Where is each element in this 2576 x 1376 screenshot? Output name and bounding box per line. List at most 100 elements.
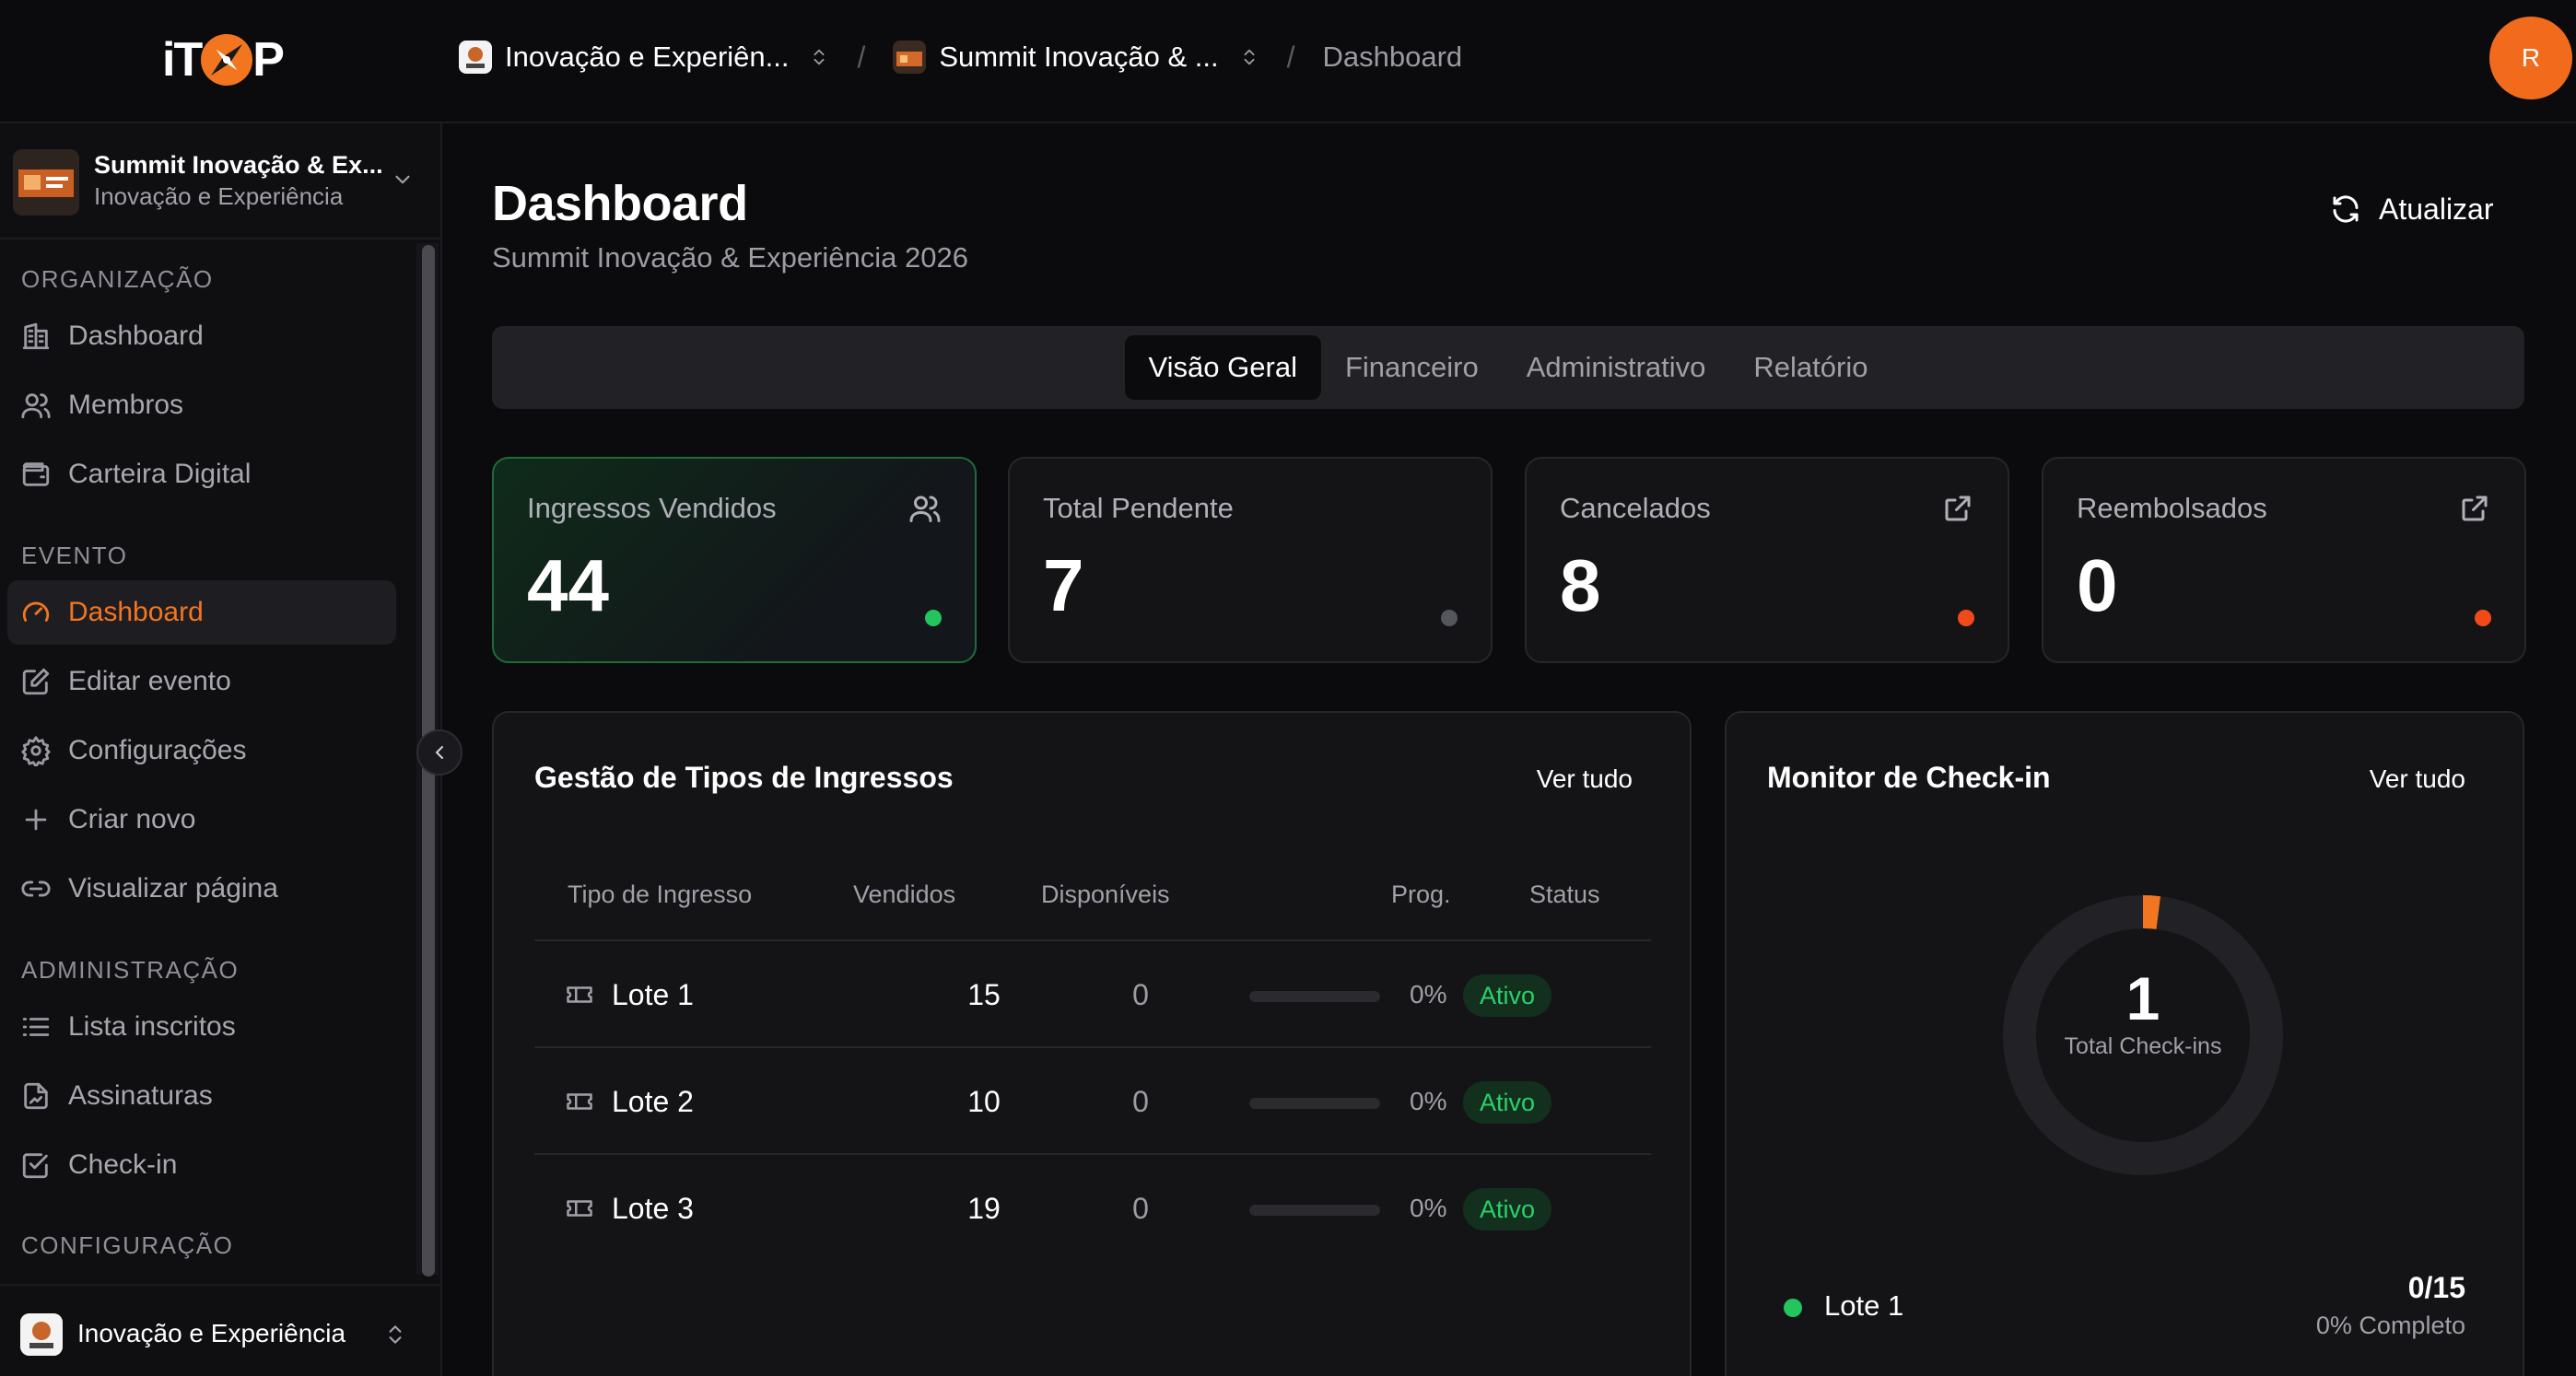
- user-avatar[interactable]: R: [2489, 17, 2572, 99]
- checkin-item-name: Lote 1: [1824, 1289, 1904, 1322]
- sidebar-item-membros[interactable]: Membros: [7, 373, 396, 437]
- event-switcher-title: Summit Inovação & Ex...: [94, 151, 383, 179]
- refresh-button-label: Atualizar: [2379, 192, 2494, 226]
- kpi-status-dot: [925, 610, 942, 626]
- sidebar-item-label: Carteira Digital: [68, 459, 252, 489]
- nav-section-evento: EVENTO: [21, 542, 128, 569]
- external-link-icon[interactable]: [2458, 492, 2491, 525]
- chevron-left-icon: [436, 746, 443, 759]
- tab-visao-geral[interactable]: Visão Geral: [1124, 335, 1321, 400]
- tab-relatorio[interactable]: Relatório: [1753, 351, 1868, 383]
- ticket-progress-label: 0%: [1410, 1087, 1447, 1115]
- signature-icon: [24, 1082, 48, 1110]
- sidebar-item-criar-novo[interactable]: Criar novo: [7, 787, 396, 852]
- breadcrumb-organization[interactable]: Inovação e Experiên...: [459, 41, 829, 74]
- ticket-sold: 19: [967, 1192, 1001, 1225]
- sidebar-item-event-dashboard[interactable]: Dashboard: [7, 580, 396, 645]
- ticket-sold: 15: [967, 978, 1001, 1011]
- logo[interactable]: iT P: [162, 31, 285, 88]
- breadcrumb-separator: /: [1286, 40, 1295, 74]
- ticket-progress-bar: [1249, 1098, 1380, 1109]
- tab-financeiro[interactable]: Financeiro: [1344, 351, 1479, 383]
- kpi-value: 7: [1043, 544, 1084, 626]
- sidebar-item-label: Membros: [68, 390, 184, 420]
- logo-text-left: iT: [162, 33, 203, 87]
- status-badge: Ativo: [1463, 1081, 1552, 1124]
- building-icon: [22, 322, 50, 350]
- kpi-card-cancelados[interactable]: Cancelados 8: [1525, 457, 2009, 663]
- status-badge: Ativo: [1463, 974, 1552, 1017]
- kpi-card-total-pendente: Total Pendente 7: [1008, 457, 1493, 663]
- nav-section-organizacao: ORGANIZAÇÃO: [21, 265, 214, 293]
- ticket-types-view-all-link[interactable]: Ver tudo: [1536, 764, 1633, 793]
- event-switcher[interactable]: Summit Inovação & Ex... Inovação e Exper…: [0, 123, 440, 239]
- tab-administrativo[interactable]: Administrativo: [1526, 351, 1706, 383]
- organization-name: Inovação e Experiência: [77, 1319, 346, 1347]
- sidebar-item-editar-evento[interactable]: Editar evento: [7, 649, 396, 714]
- external-link-icon[interactable]: [1941, 492, 1974, 525]
- sidebar-item-visualizar-pagina[interactable]: Visualizar página: [7, 857, 396, 921]
- sidebar-item-carteira-digital[interactable]: Carteira Digital: [7, 442, 396, 507]
- kpi-status-dot: [2475, 610, 2491, 626]
- sidebar-item-label: Lista inscritos: [68, 1011, 236, 1042]
- users-icon: [909, 496, 941, 522]
- ticket-name: Lote 3: [612, 1192, 694, 1225]
- ticket-table-header: [534, 868, 1651, 941]
- sidebar-item-label: Check-in: [68, 1149, 178, 1180]
- organization-switcher[interactable]: Inovação e Experiência: [0, 1284, 440, 1376]
- kpi-label: Reembolsados: [2077, 492, 2267, 524]
- column-header-disponiveis[interactable]: Disponíveis: [1041, 880, 1170, 908]
- table-row[interactable]: Lote 3 19 0 0% Ativo: [534, 1155, 1651, 1262]
- ticket-icon: [567, 986, 592, 1003]
- edit-icon: [22, 668, 50, 695]
- column-header-tipo[interactable]: Tipo de Ingresso: [568, 880, 753, 908]
- chevron-down-icon: [395, 175, 410, 184]
- ticket-available: 0: [1132, 978, 1149, 1011]
- link-icon: [21, 880, 51, 897]
- column-header-status[interactable]: Status: [1529, 880, 1600, 908]
- refresh-button[interactable]: Atualizar: [2329, 186, 2494, 232]
- kpi-label: Cancelados: [1560, 492, 1711, 524]
- breadcrumb-event[interactable]: Summit Inovação & ...: [893, 41, 1259, 74]
- breadcrumb-separator: /: [857, 40, 866, 74]
- plus-icon: [25, 809, 47, 831]
- checkin-item-count: 0/15: [2407, 1271, 2465, 1304]
- sidebar: Summit Inovação & Ex... Inovação e Exper…: [0, 123, 442, 1376]
- ticket-types-panel: Gestão de Tipos de Ingressos Ver tudo Ti…: [492, 711, 1692, 1376]
- kpi-card-reembolsados[interactable]: Reembolsados 0: [2042, 457, 2526, 663]
- sidebar-item-configuracoes[interactable]: Configurações: [7, 718, 396, 783]
- ticket-progress-bar: [1249, 991, 1380, 1002]
- checkin-donut-chart: [2003, 895, 2283, 1175]
- gauge-icon: [22, 601, 50, 622]
- event-switcher-subtitle: Inovação e Experiência: [94, 182, 344, 210]
- kpi-value: 8: [1560, 544, 1601, 626]
- table-row[interactable]: Lote 1 15 0 0% Ativo: [534, 941, 1651, 1048]
- gear-icon: [21, 736, 51, 766]
- column-header-progresso[interactable]: Prog.: [1391, 880, 1451, 908]
- checkin-total-value: 1: [2125, 964, 2160, 1032]
- sidebar-item-label: Visualizar página: [68, 873, 278, 904]
- sidebar-collapse-button[interactable]: [416, 729, 463, 775]
- sidebar-item-check-in[interactable]: Check-in: [7, 1133, 396, 1197]
- table-row[interactable]: Lote 2 10 0 0% Ativo: [534, 1048, 1651, 1155]
- sidebar-item-org-dashboard[interactable]: Dashboard: [7, 304, 396, 368]
- kpi-label: Total Pendente: [1043, 492, 1234, 524]
- column-header-vendidos[interactable]: Vendidos: [853, 880, 956, 908]
- sidebar-item-assinaturas[interactable]: Assinaturas: [7, 1064, 396, 1128]
- top-bar: iT P Inovação e Experiên... / Summit Ino…: [0, 0, 2576, 123]
- ticket-name: Lote 1: [612, 978, 694, 1011]
- ticket-types-panel-title: Gestão de Tipos de Ingressos: [534, 761, 954, 794]
- organization-thumbnail: [459, 41, 492, 74]
- sidebar-item-label: Dashboard: [68, 597, 204, 627]
- checkbox-icon: [22, 1153, 48, 1179]
- kpi-label: Ingressos Vendidos: [527, 492, 777, 524]
- ticket-sold: 10: [967, 1085, 1001, 1118]
- kpi-card-ingressos-vendidos: Ingressos Vendidos 44: [492, 457, 977, 663]
- breadcrumb: Inovação e Experiên... / Summit Inovação…: [459, 33, 1462, 81]
- checkin-view-all-link[interactable]: Ver tudo: [2369, 764, 2465, 793]
- breadcrumb-current: Dashboard: [1322, 41, 1463, 73]
- sidebar-item-label: Criar novo: [68, 804, 196, 834]
- ticket-progress-bar: [1249, 1205, 1380, 1216]
- sidebar-item-lista-inscritos[interactable]: Lista inscritos: [7, 995, 396, 1059]
- event-thumbnail: [893, 41, 927, 74]
